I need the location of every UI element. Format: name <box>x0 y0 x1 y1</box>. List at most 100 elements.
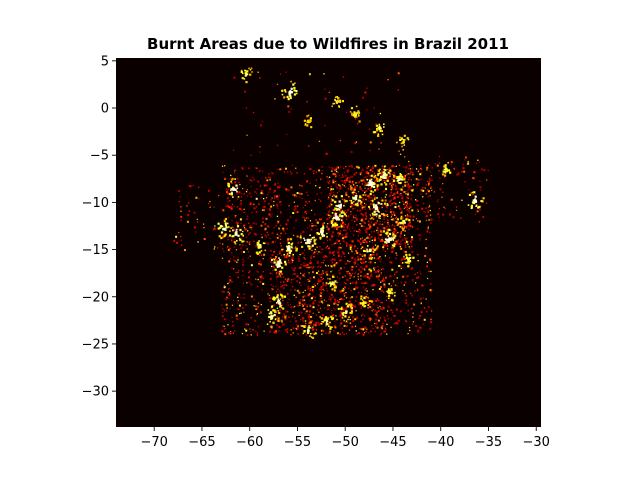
fire-pixel-1588 <box>339 188 341 190</box>
fire-pixel-2286 <box>342 299 344 301</box>
fire-pixel-3068 <box>283 253 285 256</box>
fire-pixel-1292 <box>327 197 330 200</box>
fire-pixel-747 <box>339 277 341 280</box>
fire-pixel-814 <box>243 227 246 229</box>
fire-pixel-2291 <box>350 308 353 311</box>
fire-pixel-217 <box>321 248 323 251</box>
fire-pixel-2344 <box>305 325 307 327</box>
fire-pixel-1654 <box>387 222 389 225</box>
fire-pixel-521 <box>320 218 322 221</box>
fire-pixel-3360 <box>376 206 378 208</box>
fire-pixel-2855 <box>406 137 409 140</box>
fire-pixel-1576 <box>389 182 392 185</box>
fire-pixel-2400 <box>180 210 182 212</box>
fire-pixel-2681 <box>368 128 371 130</box>
fire-pixel-1182 <box>365 265 368 268</box>
fire-pixel-87 <box>300 272 302 275</box>
fire-pixel-1089 <box>281 296 284 299</box>
fire-pixel-3089 <box>303 237 305 240</box>
fire-pixel-862 <box>293 194 296 197</box>
fire-pixel-1205 <box>237 271 239 273</box>
fire-pixel-1723 <box>373 194 375 196</box>
fire-pixel-1983 <box>278 326 281 328</box>
fire-pixel-3030 <box>278 260 282 263</box>
fire-pixel-2328 <box>336 263 338 265</box>
fire-pixel-3460 <box>480 200 482 202</box>
fire-pixel-3626 <box>326 319 329 323</box>
fire-pixel-1810 <box>409 205 412 208</box>
fire-pixel-3402 <box>363 249 366 252</box>
fire-pixel-2817 <box>353 113 356 116</box>
fire-pixel-594 <box>380 258 382 261</box>
fire-pixel-2009 <box>327 278 329 280</box>
fire-pixel-1757 <box>408 186 410 188</box>
fire-pixel-33 <box>426 277 429 280</box>
fire-pixel-3169 <box>331 212 334 214</box>
fire-pixel-3439 <box>400 217 403 220</box>
fire-pixel-2592 <box>480 168 483 171</box>
fire-pixel-168 <box>310 246 313 249</box>
fire-pixel-1491 <box>377 227 379 229</box>
fire-pixel-3647 <box>350 304 353 307</box>
y-tick-label: 5 <box>101 54 109 69</box>
fire-pixel-873 <box>335 183 337 185</box>
fire-pixel-3700 <box>388 283 390 285</box>
fire-pixel-3002 <box>256 252 259 255</box>
fire-pixel-315 <box>268 176 270 178</box>
fire-pixel-1115 <box>318 187 321 189</box>
fire-pixel-1214 <box>303 173 305 175</box>
fire-pixel-2280 <box>353 288 356 291</box>
fire-pixel-2621 <box>477 159 479 161</box>
fire-pixel-476 <box>381 170 383 172</box>
fire-pixel-3189 <box>340 203 342 206</box>
fire-pixel-2584 <box>476 210 479 213</box>
fire-pixel-2380 <box>377 310 380 312</box>
fire-pixel-729 <box>330 271 332 273</box>
fire-pixel-960 <box>327 239 329 241</box>
fire-pixel-2160 <box>333 307 335 309</box>
fire-pixel-1196 <box>409 248 411 250</box>
fire-pixel-3297 <box>382 171 385 174</box>
fire-pixel-1124 <box>234 169 237 171</box>
fire-pixel-1347 <box>353 186 356 189</box>
fire-pixel-2682 <box>397 89 399 91</box>
fire-pixel-2963 <box>230 227 232 229</box>
fire-pixel-1430 <box>403 166 405 168</box>
fire-pixel-3458 <box>478 205 481 208</box>
fire-pixel-1675 <box>406 209 409 211</box>
fire-pixel-1177 <box>315 321 318 324</box>
fire-pixel-1925 <box>300 299 302 301</box>
fire-pixel-2816 <box>350 107 354 110</box>
fire-pixel-1609 <box>403 234 406 236</box>
fire-pixel-1068 <box>386 228 389 231</box>
fire-pixel-2747 <box>295 92 298 95</box>
fire-pixel-2661 <box>260 124 262 127</box>
fire-pixel-2023 <box>327 331 330 333</box>
fire-pixel-2351 <box>275 332 277 334</box>
fire-pixel-908 <box>302 299 305 302</box>
fire-pixel-601 <box>405 299 407 301</box>
fire-pixel-3035 <box>279 270 281 273</box>
fire-pixel-202 <box>292 212 295 214</box>
fire-pixel-2233 <box>353 261 355 264</box>
fire-pixel-987 <box>411 251 414 254</box>
fire-pixel-1158 <box>222 325 224 327</box>
fire-pixel-2731 <box>243 78 246 80</box>
fire-pixel-246 <box>422 189 425 192</box>
fire-pixel-2480 <box>186 205 188 207</box>
fire-pixel-880 <box>344 209 346 211</box>
fire-pixel-1899 <box>359 173 362 176</box>
fire-pixel-2578 <box>450 163 452 166</box>
fire-pixel-2331 <box>309 288 311 290</box>
fire-pixel-515 <box>367 301 369 303</box>
fire-pixel-3192 <box>336 208 339 210</box>
fire-pixel-1725 <box>394 217 397 220</box>
fire-pixel-1363 <box>382 191 384 193</box>
fire-pixel-372 <box>224 178 226 180</box>
fire-pixel-2119 <box>360 275 362 277</box>
fire-pixel-3538 <box>270 317 273 320</box>
fire-pixel-587 <box>411 238 414 241</box>
fire-pixel-986 <box>405 320 407 323</box>
fire-pixel-3148 <box>336 218 339 221</box>
fire-pixel-3615 <box>328 325 330 327</box>
